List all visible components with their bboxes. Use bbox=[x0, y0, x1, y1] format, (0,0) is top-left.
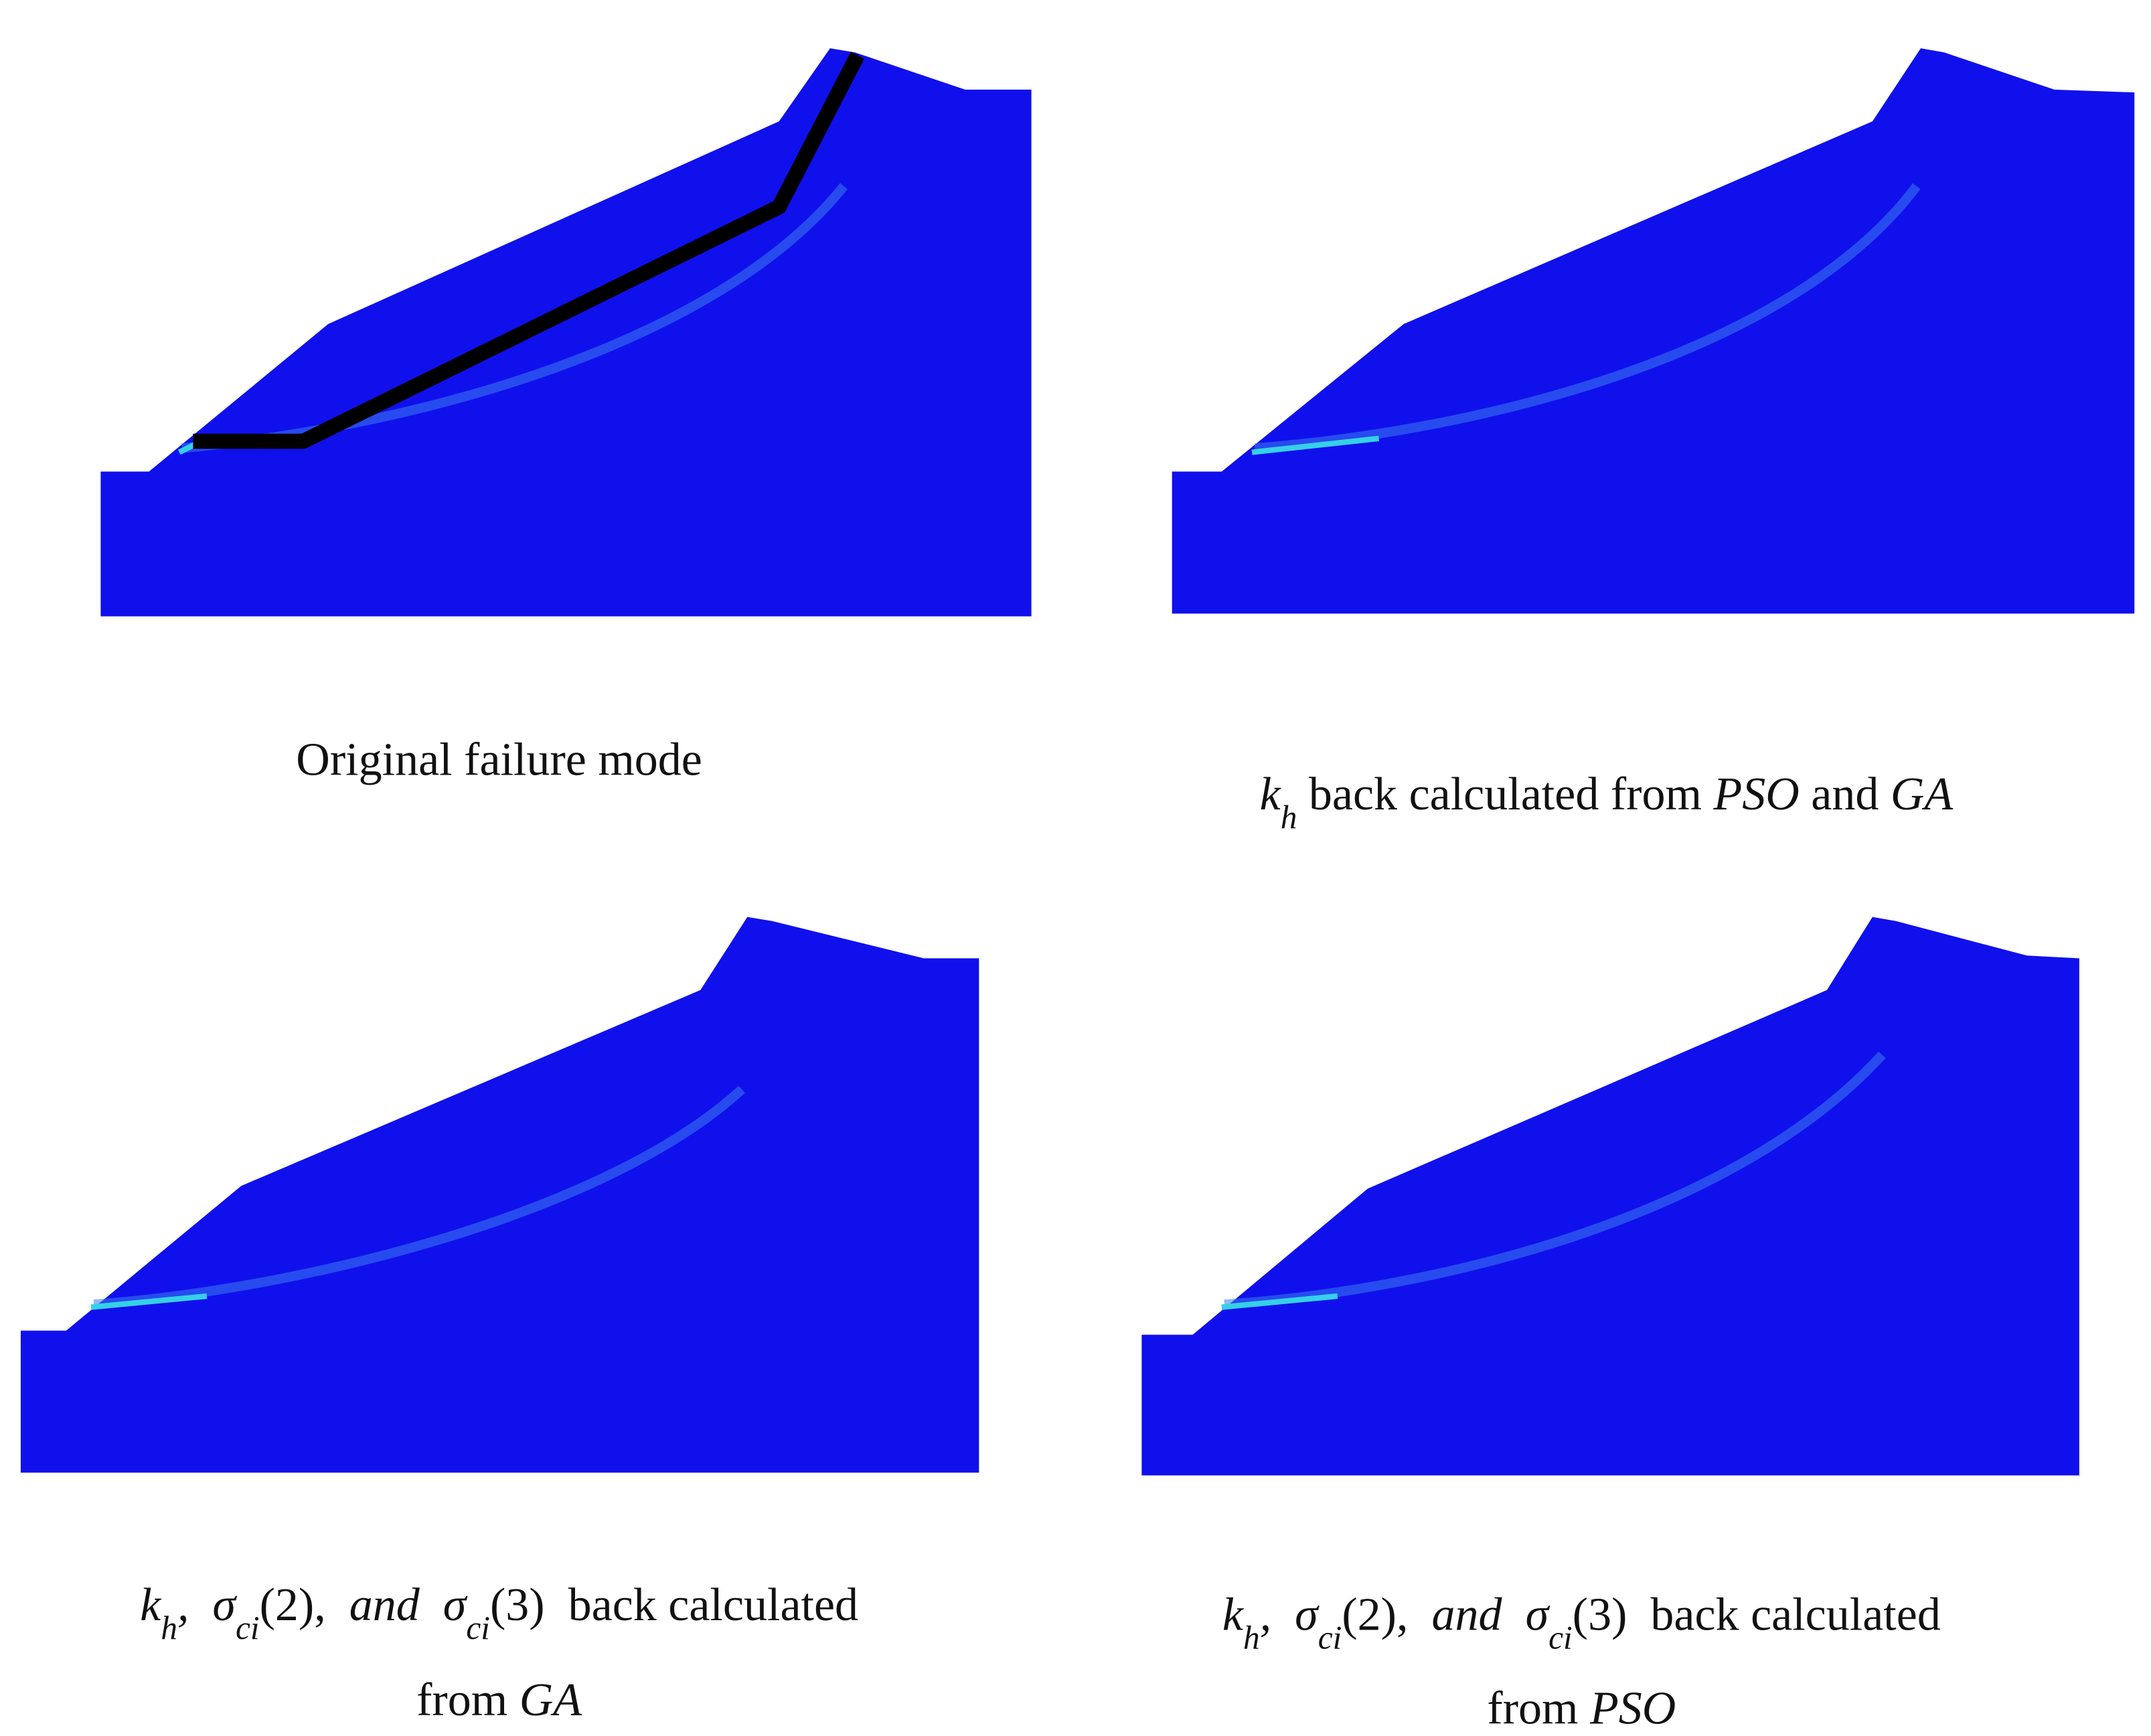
caption-math: k bbox=[1222, 1589, 1245, 1640]
caption-text bbox=[420, 1579, 443, 1631]
slope-model bbox=[1172, 48, 2135, 614]
caption-math: σ bbox=[1526, 1589, 1550, 1640]
caption-subscript: h bbox=[1281, 798, 1297, 835]
caption-subscript: h bbox=[161, 1609, 177, 1646]
caption-math: GA bbox=[520, 1674, 582, 1726]
caption-math: and bbox=[349, 1579, 420, 1631]
caption-text: (2), bbox=[260, 1579, 349, 1631]
caption: from GA bbox=[416, 1674, 582, 1726]
caption-math: k bbox=[1260, 769, 1282, 820]
caption-text: (2), bbox=[1342, 1589, 1431, 1640]
toe-highlight bbox=[90, 1293, 208, 1310]
panel-original bbox=[100, 48, 1032, 617]
caption-subscript: ci bbox=[466, 1609, 490, 1646]
caption: Original failure mode bbox=[296, 734, 702, 785]
caption-math: , bbox=[177, 1579, 213, 1631]
caption-math: , bbox=[1260, 1589, 1295, 1640]
caption-math: and bbox=[1432, 1589, 1503, 1640]
caption-subscript: ci bbox=[1318, 1619, 1342, 1656]
panel-pso bbox=[1141, 917, 2079, 1476]
caption-text: from bbox=[1487, 1682, 1590, 1734]
failure-band bbox=[1224, 1051, 1886, 1310]
panel-ga bbox=[20, 917, 979, 1473]
failure-band bbox=[93, 1085, 745, 1310]
caption-subscript: ci bbox=[236, 1609, 260, 1646]
caption-math: σ bbox=[1295, 1589, 1320, 1640]
caption-text: from bbox=[416, 1674, 520, 1726]
caption-math: GA bbox=[1891, 769, 1954, 820]
caption: kh, σci(2), and σci(3) back calculated bbox=[1222, 1589, 1941, 1656]
caption-subscript: h bbox=[1243, 1619, 1260, 1656]
caption-math: PSO bbox=[1712, 769, 1799, 820]
caption-text: (3) bbox=[1573, 1589, 1627, 1640]
caption-text: (3) bbox=[490, 1579, 545, 1631]
caption-math: PSO bbox=[1589, 1682, 1676, 1734]
caption-text: Original failure mode bbox=[296, 734, 702, 785]
caption: from PSO bbox=[1487, 1682, 1676, 1734]
toe-highlight bbox=[1221, 1293, 1338, 1310]
slope-model bbox=[100, 48, 1032, 617]
caption-math: σ bbox=[443, 1579, 468, 1631]
caption-text: back calculated bbox=[1627, 1589, 1940, 1640]
slope-model bbox=[20, 917, 979, 1473]
caption: kh back calculated from PSO and GA bbox=[1260, 769, 1954, 836]
caption: kh, σci(2), and σci(3) back calculated bbox=[140, 1579, 858, 1646]
panel-pso-ga bbox=[1172, 48, 2135, 614]
caption-math: σ bbox=[212, 1579, 237, 1631]
toe-highlight bbox=[1251, 435, 1380, 455]
failure-band bbox=[1254, 183, 1921, 453]
caption-math: k bbox=[140, 1579, 162, 1631]
caption-text bbox=[1502, 1589, 1526, 1640]
caption-subscript: ci bbox=[1548, 1619, 1573, 1656]
caption-text: back calculated from bbox=[1297, 769, 1713, 820]
failure-line bbox=[193, 52, 865, 449]
caption-text: and bbox=[1800, 769, 1891, 820]
caption-text: back calculated bbox=[545, 1579, 858, 1631]
slope-model bbox=[1141, 917, 2079, 1476]
